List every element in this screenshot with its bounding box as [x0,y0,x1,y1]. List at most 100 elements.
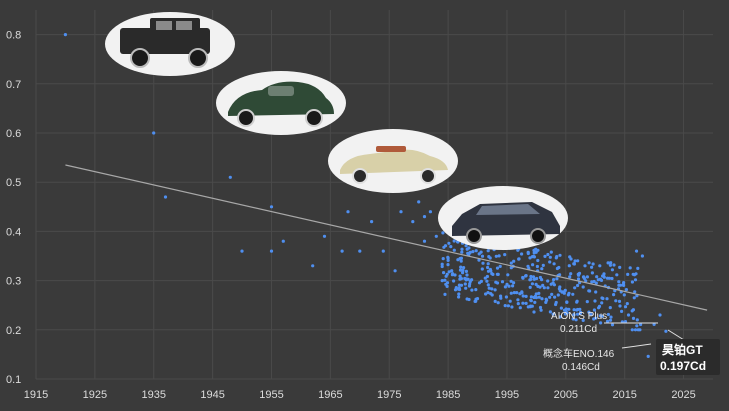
data-point [535,276,539,281]
data-point [521,294,525,298]
data-point [544,300,548,304]
eno146-label: 概念车ENO.146 [543,347,615,360]
eno146-value: 0.146Cd [562,362,600,373]
data-point [269,205,274,209]
data-point [612,263,616,267]
data-point [587,310,591,314]
data-point [556,293,560,297]
data-point [534,292,538,296]
y-tick-label: 0.5 [6,177,21,189]
dark-sedan-1990s-icon [438,186,568,250]
data-point [458,268,463,272]
data-point [531,275,536,279]
data-point [485,279,489,283]
data-point [447,270,451,274]
data-point [572,262,576,266]
data-point [550,292,554,296]
data-point [63,33,67,37]
data-point [608,306,612,310]
data-point [460,250,464,254]
data-point [555,255,559,259]
eno146-leader [621,343,652,349]
data-point [443,292,447,296]
data-point [474,288,478,292]
data-point [658,313,662,317]
data-point [558,315,563,319]
data-point [311,264,315,268]
x-tick-label: 1985 [436,389,460,401]
y-tick-label: 0.4 [6,226,21,238]
trend-layer [65,164,708,311]
data-point [589,312,593,316]
y-tick-label: 0.7 [6,79,21,91]
data-point [614,299,618,303]
highlight-value: 0.197Cd [660,359,706,373]
aion-s-plus-value: 0.211Cd [560,324,597,335]
data-point [509,279,513,283]
data-point [532,295,536,300]
data-point [495,272,499,276]
data-point [608,263,613,267]
data-point [628,266,632,270]
x-tick-label: 1975 [377,389,401,401]
data-point [596,278,600,282]
y-tick-label: 0.8 [6,30,21,42]
data-point [381,249,385,253]
data-point [521,276,525,280]
data-point [484,292,488,296]
data-point [459,259,463,263]
data-point [528,285,532,289]
data-point [512,291,516,295]
data-point [540,278,544,282]
data-point [163,195,168,199]
data-point [507,284,511,288]
data-point [474,299,478,303]
data-point [605,297,609,301]
data-point [576,312,580,316]
data-point [440,279,444,283]
data-point [440,264,444,269]
data-point [450,269,454,273]
data-point [445,281,450,285]
data-point [585,275,590,279]
data-point [610,323,615,327]
data-point [548,310,553,314]
data-point [623,305,628,309]
data-point [617,299,622,303]
data-point [618,304,622,308]
data-point [512,259,516,263]
data-point [538,285,542,289]
data-point [553,295,557,299]
data-point [609,261,613,265]
data-point [493,288,497,292]
data-point [582,276,587,280]
data-point [664,329,668,333]
data-point [458,274,462,278]
data-point [526,264,530,268]
data-point [462,266,466,270]
data-point [445,272,449,276]
data-point [465,273,469,277]
y-tick-label: 0.3 [6,276,21,288]
data-point [493,299,497,303]
data-point [468,250,472,254]
data-point [633,328,638,332]
data-point [541,263,545,267]
data-point [536,248,540,252]
data-point [463,282,467,286]
data-point [506,304,510,308]
data-point [441,231,445,235]
data-point [358,249,362,253]
data-point [428,210,432,214]
data-point [453,273,457,277]
data-point [422,215,427,219]
data-point [623,320,628,324]
data-point [532,310,536,314]
data-point [581,285,585,289]
data-point [609,315,613,319]
data-point [594,290,598,294]
data-point [464,244,468,248]
data-point [587,261,591,265]
